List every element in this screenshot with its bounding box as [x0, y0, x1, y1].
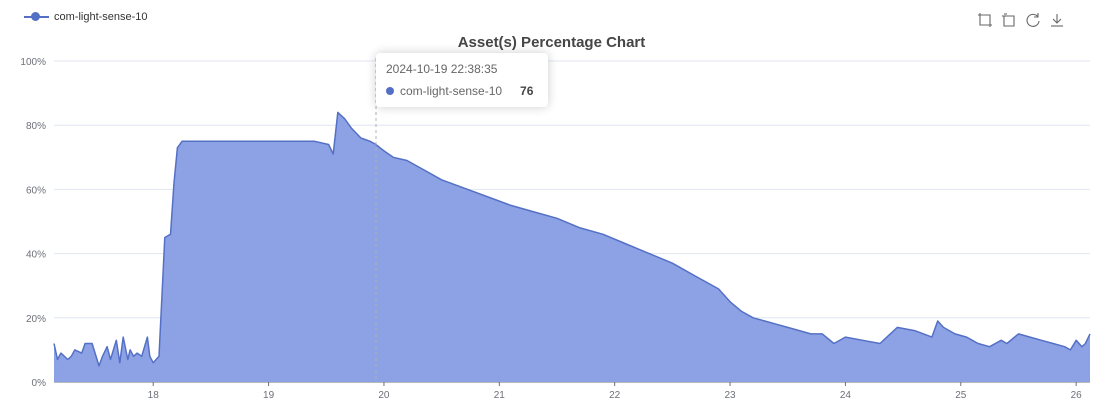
restore-icon[interactable] [1025, 12, 1041, 28]
tooltip-value: 76 [520, 84, 534, 98]
y-tick-label: 0% [32, 378, 47, 389]
tooltip-series-name: com-light-sense-10 [400, 84, 503, 98]
download-icon[interactable] [1049, 12, 1065, 28]
tooltip-time: 2024-10-19 22:38:35 [386, 62, 498, 76]
series-line [53, 111, 1091, 367]
series-area [53, 111, 1091, 383]
chart-title: Asset(s) Percentage Chart [457, 34, 646, 51]
legend[interactable]: com-light-sense-10 [24, 10, 148, 24]
x-tick-label: 21 [494, 390, 506, 401]
y-tick-label: 100% [20, 57, 46, 68]
x-tick-label: 25 [955, 390, 967, 401]
legend-label: com-light-sense-10 [54, 11, 148, 23]
x-tick-label: 23 [724, 390, 736, 401]
tooltip-series-dot-icon [386, 87, 394, 95]
series-area-fill [54, 112, 1090, 383]
x-tick-label: 24 [840, 390, 852, 401]
y-tick-label: 80% [26, 121, 46, 132]
zoom-icon[interactable] [977, 12, 993, 28]
y-axis-labels: 0% 20% 40% 60% 80% 100% [20, 57, 46, 389]
y-tick-label: 60% [26, 185, 46, 196]
zoom-reset-icon[interactable] [1001, 12, 1017, 28]
y-tick-label: 40% [26, 250, 46, 261]
x-tick-label: 26 [1071, 390, 1083, 401]
x-tick-label: 18 [148, 390, 160, 401]
x-axis-labels: 18 19 20 21 22 23 24 25 26 [148, 382, 1083, 401]
x-tick-label: 20 [378, 390, 390, 401]
legend-marker-icon [24, 10, 49, 24]
toolbox [977, 12, 1065, 28]
y-tick-label: 20% [26, 314, 46, 325]
tooltip: 2024-10-19 22:38:35 com-light-sense-10 7… [376, 53, 548, 107]
x-tick-label: 19 [263, 390, 275, 401]
x-tick-label: 22 [609, 390, 621, 401]
